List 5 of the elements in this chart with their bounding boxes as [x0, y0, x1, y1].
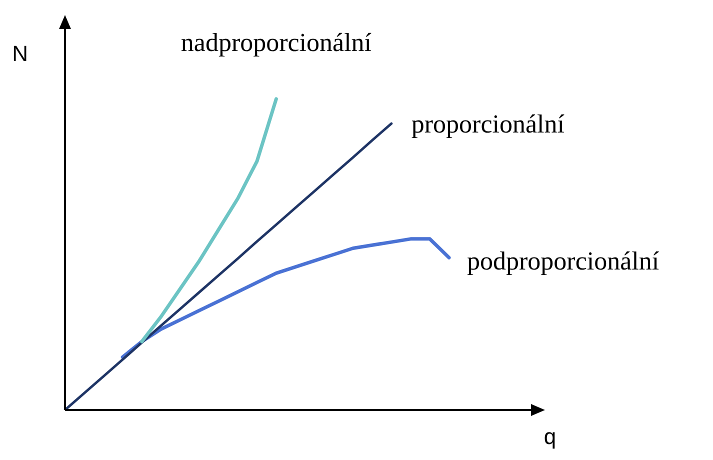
series-label: podproporcionální — [467, 246, 660, 276]
text: nadproporcionální — [180, 28, 372, 57]
x-axis-title: q — [544, 424, 556, 450]
series-label: proporcionální — [411, 109, 564, 138]
y-axis-title: N — [12, 41, 28, 66]
